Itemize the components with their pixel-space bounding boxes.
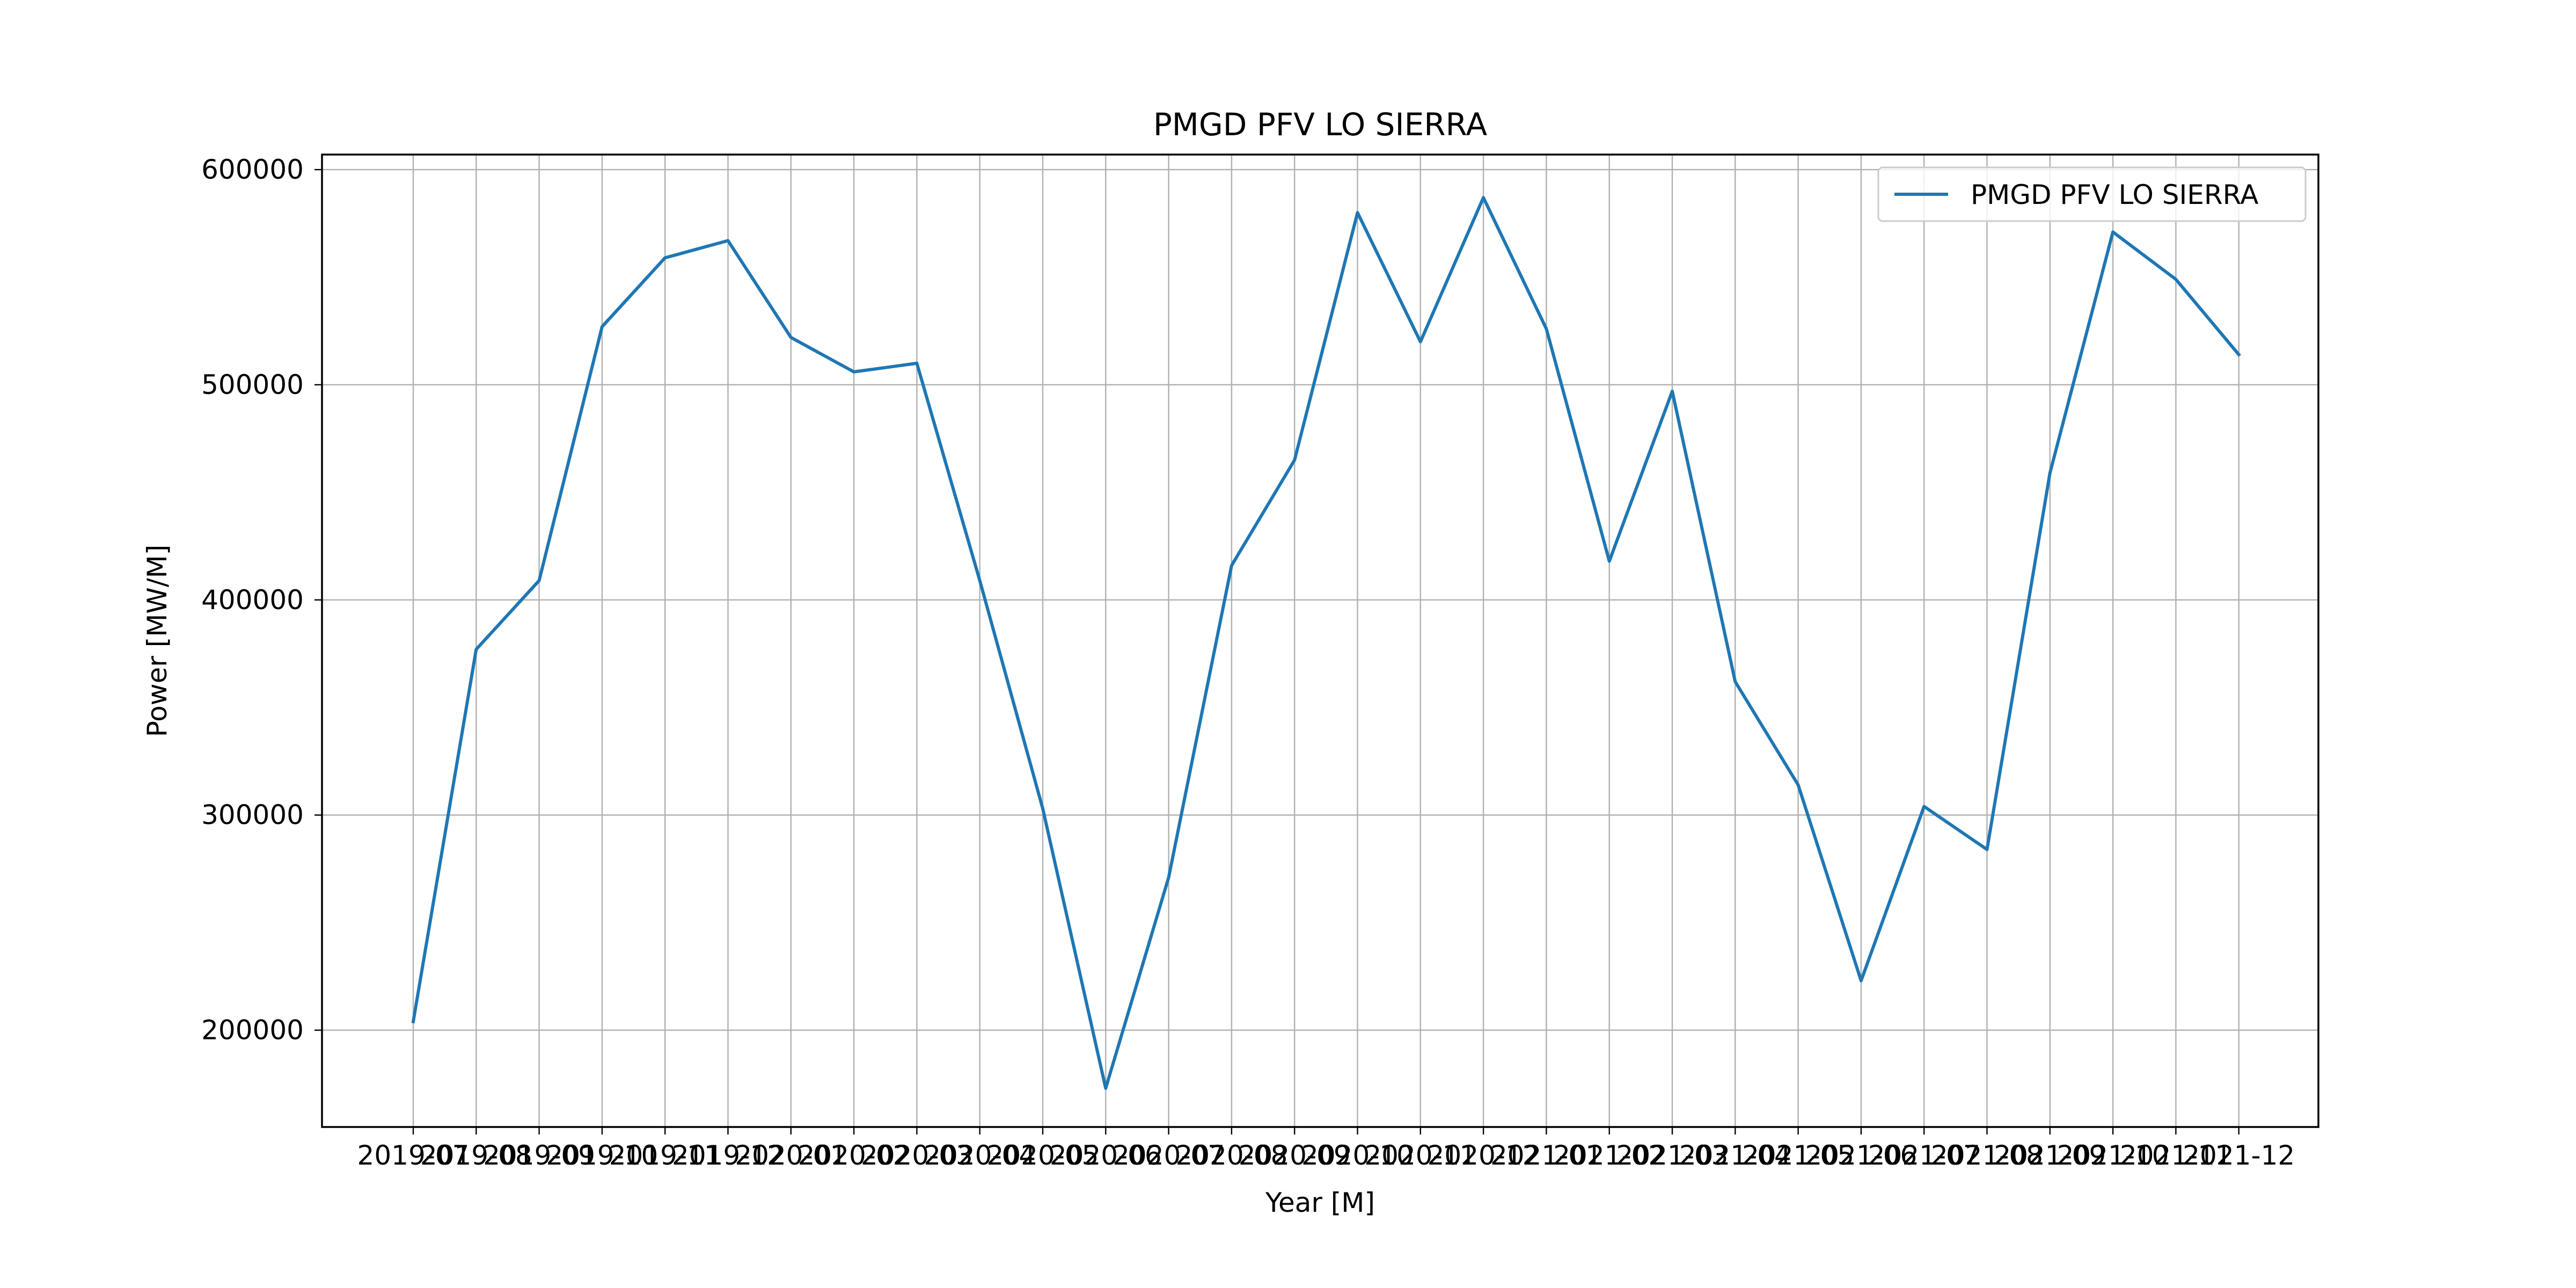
x-tick-label: 2020-07: [1113, 1140, 1225, 1171]
x-tick-label: 2021-11: [2120, 1140, 2232, 1171]
x-axis-label: Year [M]: [1265, 1187, 1375, 1218]
x-tick-label: 2020-10: [1301, 1140, 1414, 1171]
x-tick-label: 2021-12: [2183, 1140, 2295, 1171]
y-tick-label: 400000: [201, 584, 304, 616]
series-line: [411, 196, 2241, 1090]
legend-box: [1877, 166, 2307, 222]
chart-title: PMGD PFV LO SIERRA: [1153, 106, 1488, 143]
x-tick-label: 2020-01: [735, 1140, 847, 1171]
legend: PMGD PFV LO SIERRA: [1877, 166, 2307, 222]
x-tick-label: 2020-11: [1364, 1140, 1476, 1171]
plot-area-frame: [321, 153, 2319, 1128]
y-tick-label: 200000: [201, 1015, 304, 1046]
x-tick-label: 2021-03: [1616, 1140, 1729, 1171]
x-tick-label: 2021-09: [1994, 1140, 2106, 1171]
x-tick-label: 2021-04: [1679, 1140, 1791, 1171]
series-layer: [411, 196, 2241, 1090]
x-tick-label: 2020-05: [987, 1140, 1099, 1171]
x-tick-label: 2020-09: [1239, 1140, 1351, 1171]
legend-label: PMGD PFV LO SIERRA: [1971, 179, 2259, 210]
x-tick-label: 2019-12: [672, 1140, 784, 1171]
x-tick-label: 2019-07: [357, 1140, 470, 1171]
x-tick-label: 2020-08: [1175, 1140, 1287, 1171]
x-tick-label: 2019-09: [483, 1140, 595, 1171]
x-tick-label: 2021-06: [1805, 1140, 1917, 1171]
x-tick-label: 2021-10: [2057, 1140, 2169, 1171]
x-tick-label: 2019-10: [546, 1140, 658, 1171]
x-tick-label: 2021-08: [1931, 1140, 2043, 1171]
x-tick-label: 2019-08: [420, 1140, 532, 1171]
x-tick-label: 2020-06: [1050, 1140, 1162, 1171]
x-tick-label: 2019-11: [609, 1140, 721, 1171]
axis-ticks: 2019-072019-082019-092019-102019-112019-…: [201, 154, 2295, 1171]
x-tick-label: 2020-04: [924, 1140, 1036, 1171]
y-axis-label: Power [MW/M]: [142, 545, 173, 737]
x-tick-label: 2020-12: [1428, 1140, 1540, 1171]
x-tick-label: 2021-02: [1553, 1140, 1665, 1171]
y-tick-label: 300000: [201, 800, 304, 831]
x-tick-label: 2021-05: [1742, 1140, 1854, 1171]
x-tick-label: 2020-02: [798, 1140, 910, 1171]
x-tick-label: 2021-07: [1868, 1140, 1980, 1171]
y-tick-label: 500000: [201, 369, 304, 400]
y-tick-label: 600000: [201, 154, 304, 185]
x-tick-label: 2020-03: [861, 1140, 973, 1171]
x-tick-label: 2021-01: [1490, 1140, 1602, 1171]
